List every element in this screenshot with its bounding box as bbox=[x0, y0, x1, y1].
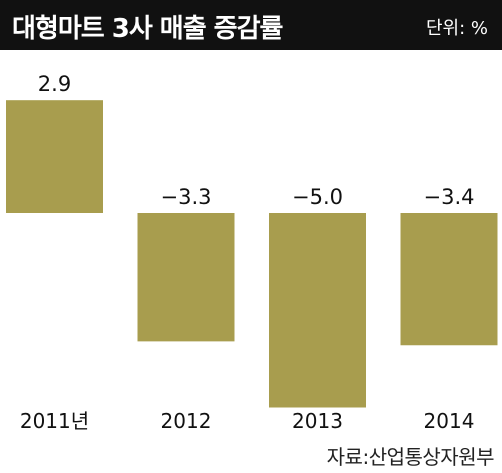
value-label-3: −3.4 bbox=[424, 185, 475, 209]
category-label-2: 2013 bbox=[292, 409, 343, 433]
chart-title: 대형마트 3사 매출 증감률 bbox=[12, 14, 283, 44]
bar-3 bbox=[400, 213, 498, 346]
category-label-3: 2014 bbox=[424, 409, 475, 433]
unit-label: 단위: % bbox=[425, 18, 488, 39]
bar-2 bbox=[269, 213, 366, 408]
value-label-0: 2.9 bbox=[38, 72, 71, 96]
category-label-0: 2011년 bbox=[20, 409, 89, 433]
source-label: 자료:산업통상자원부 bbox=[326, 445, 495, 469]
bar-0 bbox=[6, 100, 103, 213]
chart-header: 대형마트 3사 매출 증감률 단위: % bbox=[0, 0, 502, 50]
category-label-1: 2012 bbox=[161, 409, 212, 433]
value-label-1: −3.3 bbox=[161, 185, 212, 209]
bar-1 bbox=[137, 213, 235, 342]
value-label-2: −5.0 bbox=[292, 185, 343, 209]
bar-chart: 2.9 2011년 −3.3 2012 −5.0 2013 −3.4 2014 bbox=[6, 72, 498, 433]
